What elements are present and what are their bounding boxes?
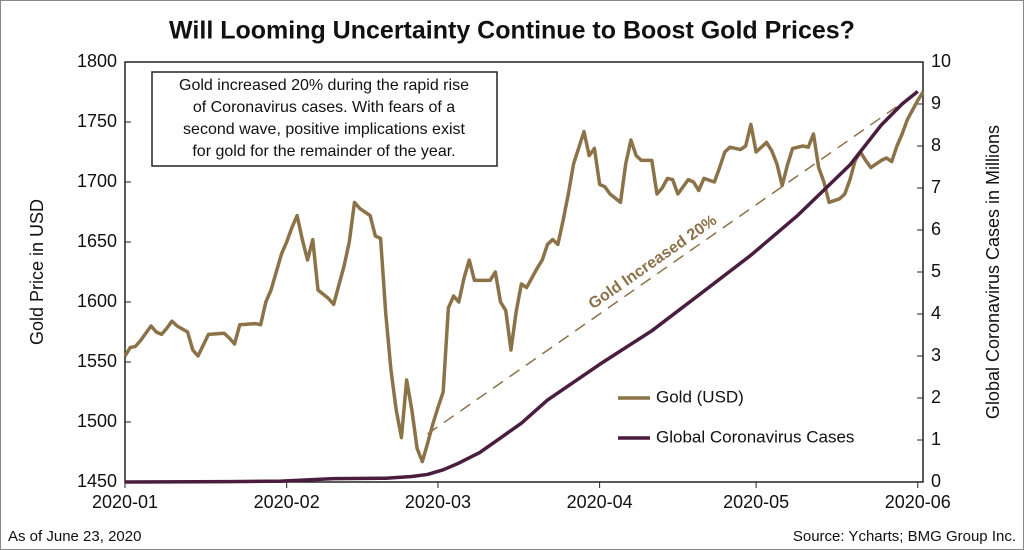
y2-tick-label: 3 — [931, 345, 941, 365]
y2-tick-label: 4 — [931, 303, 941, 323]
y2-axis-label: Global Coronavirus Cases in Millions — [983, 125, 1003, 419]
annotation-text: for gold for the remainder of the year. — [192, 143, 455, 160]
annotation-text: Gold increased 20% during the rapid rise — [179, 77, 469, 94]
y-axis-label: Gold Price in USD — [27, 199, 47, 345]
y2-tick-label: 10 — [931, 51, 951, 71]
x-tick-label: 2020-04 — [567, 492, 633, 512]
y-tick-label: 1800 — [77, 51, 117, 71]
x-tick-label: 2020-03 — [405, 492, 471, 512]
series-line — [123, 91, 925, 464]
y-tick-label: 1650 — [77, 231, 117, 251]
y2-tick-label: 1 — [931, 429, 941, 449]
x-tick-label: 2020-01 — [92, 492, 158, 512]
series-line — [124, 90, 919, 484]
annotation-text: of Coronavirus cases. With fears of a — [193, 99, 455, 116]
annotation-text: second wave, positive implications exist — [183, 121, 465, 138]
y-tick-label: 1600 — [77, 291, 117, 311]
x-tick-label: 2020-05 — [723, 492, 789, 512]
note: As of June 23, 2020 — [8, 528, 141, 545]
legend-label: Global Coronavirus Cases — [656, 427, 854, 446]
x-tick-label: 2020-06 — [885, 492, 951, 512]
annotation-box — [151, 71, 498, 167]
y2-tick-label: 7 — [931, 177, 941, 197]
y-tick-label: 1550 — [77, 351, 117, 371]
y2-tick-label: 5 — [931, 261, 941, 281]
y-tick-label: 1500 — [77, 411, 117, 431]
y2-tick-label: 6 — [931, 219, 941, 239]
y-tick-label: 1450 — [77, 471, 117, 491]
x-tick-label: 2020-02 — [254, 492, 320, 512]
y2-tick-label: 9 — [931, 93, 941, 113]
y2-tick-label: 0 — [931, 471, 941, 491]
legend-label: Gold (USD) — [656, 387, 744, 406]
y-tick-label: 1700 — [77, 171, 117, 191]
y2-tick-label: 2 — [931, 387, 941, 407]
y-tick-label: 1750 — [77, 111, 117, 131]
y2-tick-label: 8 — [931, 135, 941, 155]
source: Source: Ycharts; BMG Group Inc. — [793, 528, 1016, 545]
chart-title: Will Looming Uncertainty Continue to Boo… — [169, 17, 855, 45]
